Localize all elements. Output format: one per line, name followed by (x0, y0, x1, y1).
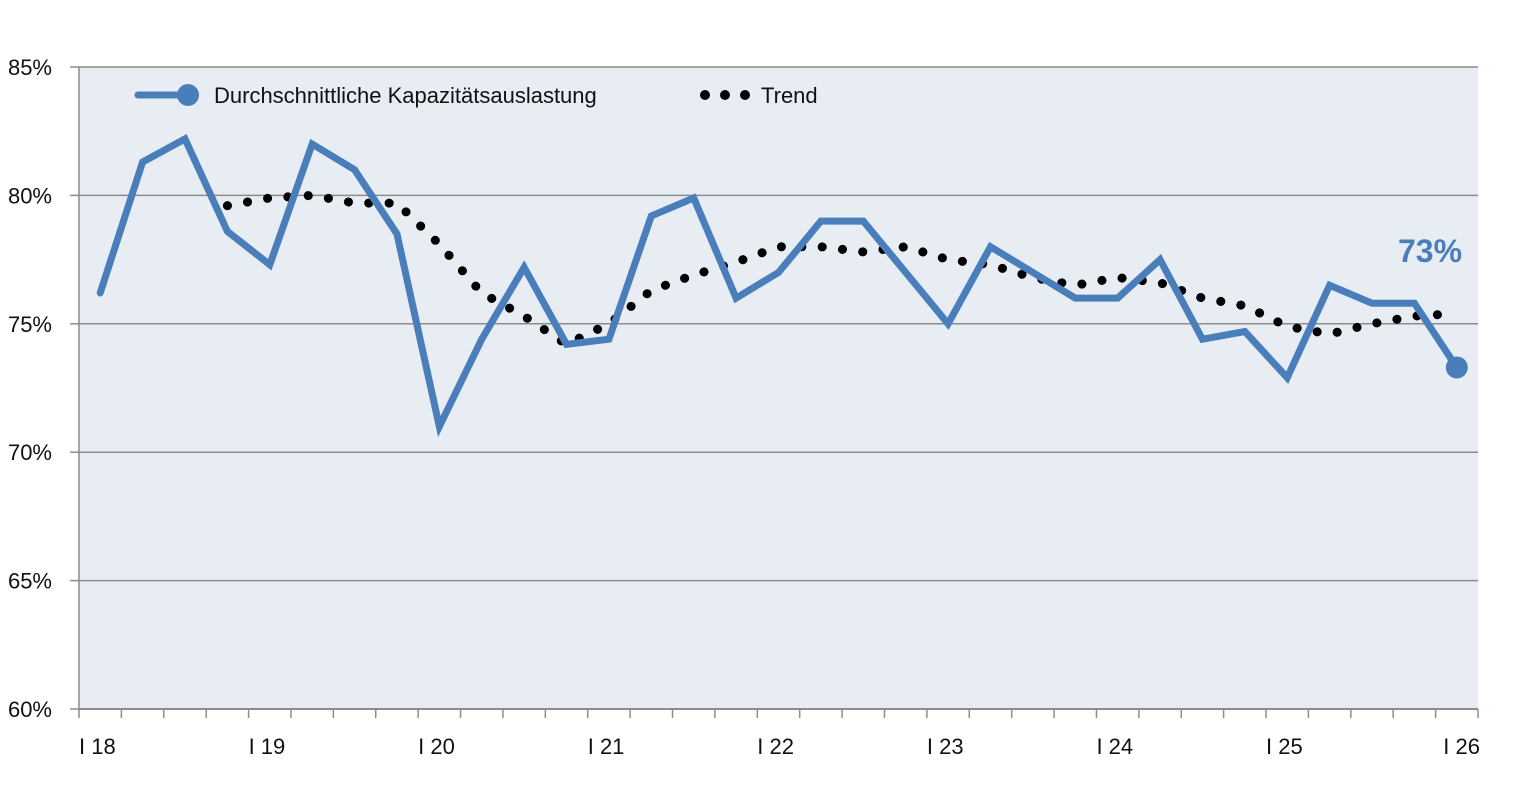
x-tick-label: I 22 (757, 734, 794, 759)
y-tick-label: 65% (8, 569, 52, 594)
last-point-marker-icon (1445, 356, 1468, 379)
legend-trend-dot-icon (700, 90, 710, 100)
x-tick-label: I 25 (1266, 734, 1303, 759)
plot-background (79, 67, 1478, 709)
legend: Durchschnittliche Kapazitätsauslastung T… (134, 83, 818, 108)
capacity-utilization-line (96, 134, 1461, 438)
x-tick-label: I 23 (927, 734, 964, 759)
y-tick-label: 60% (8, 697, 52, 722)
y-axis: 60% 65% 70% 75% 80% 85% (8, 55, 80, 722)
legend-trend-dot-icon (720, 90, 730, 100)
y-tick-label: 70% (8, 440, 52, 465)
legend-trend-label: Trend (761, 83, 818, 108)
x-tick-label: I 18 (79, 734, 116, 759)
legend-series-label: Durchschnittliche Kapazitätsauslastung (214, 83, 597, 108)
series-group (96, 134, 1468, 438)
legend-trend-dot-icon (740, 90, 750, 100)
x-axis: I 18 I 19 I 20 I 21 I 22 I 23 I 24 I 25 I 26 (78, 708, 1480, 759)
x-tick-label: I 24 (1096, 734, 1133, 759)
legend-series-marker-icon (177, 84, 199, 106)
x-tick-label: I 19 (249, 734, 286, 759)
y-tick-label: 75% (8, 312, 52, 337)
x-tick-label: I 20 (418, 734, 455, 759)
x-tick-label: I 26 (1443, 734, 1480, 759)
y-tick-label: 85% (8, 55, 52, 80)
x-tick-label: I 21 (588, 734, 625, 759)
last-value-annotation: 73% (1398, 233, 1462, 269)
y-tick-label: 80% (8, 183, 52, 208)
trend-line (222, 190, 1462, 350)
